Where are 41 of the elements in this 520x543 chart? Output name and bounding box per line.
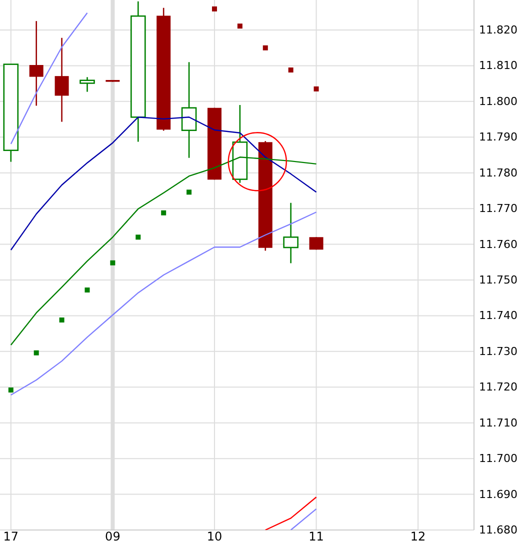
y-tick-label: 11.810	[479, 59, 518, 72]
line-series	[10, 212, 317, 396]
point	[136, 234, 141, 240]
candlestick	[80, 76, 95, 92]
y-tick-label: 11.740	[479, 309, 518, 322]
x-tick-label: 10	[206, 530, 222, 543]
point	[8, 388, 14, 392]
point	[262, 45, 268, 50]
point	[186, 190, 192, 195]
point	[237, 24, 242, 29]
candlestick	[283, 202, 298, 264]
y-tick-label: 11.820	[479, 24, 518, 37]
point	[59, 318, 64, 322]
point	[161, 210, 166, 216]
x-tick-label: 12	[410, 530, 426, 543]
point	[212, 6, 217, 12]
y-tick-label: 11.700	[479, 452, 518, 466]
x-tick-label: 11	[308, 530, 324, 543]
candlestick	[309, 236, 324, 250]
y-tick-label: 11.760	[479, 238, 518, 251]
y-tick-label: 11.680	[479, 524, 518, 537]
y-tick-label: 11.690	[479, 488, 518, 501]
y-tick-label: 11.800	[479, 94, 518, 108]
x-tick-label: 09	[105, 530, 120, 543]
candlestick	[181, 61, 197, 159]
y-tick-label: 11.750	[479, 274, 518, 287]
y-tick-label: 11.730	[479, 344, 518, 358]
point	[110, 260, 116, 266]
point	[84, 288, 90, 292]
line-series	[10, 12, 88, 145]
point	[34, 350, 39, 356]
y-tick-label: 11.790	[479, 130, 518, 144]
candlestick	[29, 20, 44, 106]
point	[314, 86, 319, 92]
point	[288, 68, 294, 72]
y-tick-label: 11.720	[479, 380, 518, 394]
y-tick-label: 11.770	[479, 202, 518, 216]
x-tick-label: 17	[3, 530, 19, 543]
y-tick-label: 11.780	[479, 166, 518, 180]
y-tick-label: 11.710	[479, 416, 518, 430]
candlestick	[54, 37, 69, 122]
